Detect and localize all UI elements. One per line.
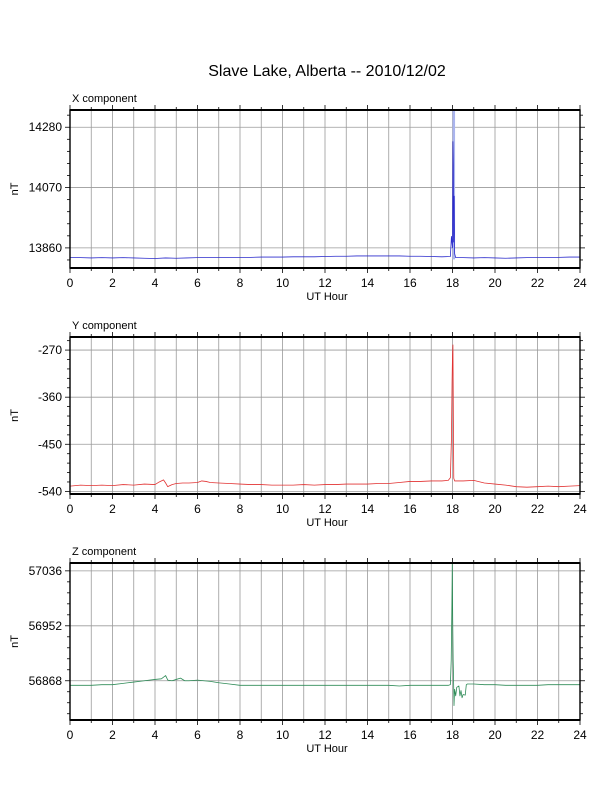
x-tick-label: 16	[403, 728, 417, 742]
x-tick-label: 6	[194, 502, 201, 516]
x-tick-label: 0	[67, 502, 74, 516]
x-tick-label: 4	[152, 276, 159, 290]
y-tick-label: -450	[38, 437, 62, 451]
x-tick-label: 16	[403, 502, 417, 516]
component-label: X component	[72, 93, 137, 105]
y-tick-label: 14280	[29, 120, 63, 134]
data-line-series-1	[70, 562, 580, 707]
x-tick-label: 10	[276, 728, 290, 742]
y-axis-label: nT	[9, 635, 21, 648]
x-axis-label: UT Hour	[306, 291, 348, 303]
x-tick-label: 24	[573, 728, 587, 742]
x-tick-label: 8	[237, 502, 244, 516]
y-axis-label: nT	[9, 182, 21, 195]
x-tick-label: 4	[152, 502, 159, 516]
x-tick-label: 24	[573, 502, 587, 516]
x-tick-label: 24	[573, 276, 587, 290]
x-tick-label: 22	[531, 276, 545, 290]
x-tick-label: 22	[531, 502, 545, 516]
x-axis-label: UT Hour	[306, 743, 348, 755]
y-tick-label: 14070	[29, 181, 63, 195]
y-tick-label: 56952	[29, 619, 63, 633]
x-tick-label: 20	[488, 728, 502, 742]
x-tick-label: 2	[109, 502, 116, 516]
x-tick-label: 22	[531, 728, 545, 742]
x-tick-label: 10	[276, 276, 290, 290]
y-tick-label: 56868	[29, 674, 63, 688]
x-tick-label: 8	[237, 276, 244, 290]
y-axis-label: nT	[9, 409, 21, 422]
data-line-series-1	[69, 344, 581, 488]
y-tick-label: -270	[38, 343, 62, 357]
x-tick-label: 12	[318, 502, 332, 516]
x-tick-label: 18	[446, 276, 460, 290]
x-tick-label: 2	[109, 276, 116, 290]
data-line-series-1	[69, 141, 580, 259]
x-tick-label: 0	[67, 728, 74, 742]
y-tick-label: -360	[38, 390, 62, 404]
x-tick-label: 12	[318, 276, 332, 290]
y-tick-label: 13860	[29, 241, 63, 255]
x-tick-label: 20	[488, 502, 502, 516]
x-tick-label: 8	[237, 728, 244, 742]
x-tick-label: 12	[318, 728, 332, 742]
x-tick-label: 10	[276, 502, 290, 516]
x-tick-label: 2	[109, 728, 116, 742]
x-tick-label: 4	[152, 728, 159, 742]
x-tick-label: 14	[361, 728, 375, 742]
component-label: Y component	[72, 320, 137, 332]
x-tick-label: 6	[194, 728, 201, 742]
x-tick-label: 18	[446, 502, 460, 516]
x-tick-label: 14	[361, 502, 375, 516]
y-tick-label: 57036	[29, 564, 63, 578]
x-axis-label: UT Hour	[306, 517, 348, 529]
x-tick-label: 6	[194, 276, 201, 290]
component-label: Z component	[72, 546, 136, 558]
x-tick-label: 16	[403, 276, 417, 290]
x-tick-label: 0	[67, 276, 74, 290]
page-title: Slave Lake, Alberta -- 2010/12/02	[208, 63, 446, 80]
x-tick-label: 14	[361, 276, 375, 290]
x-tick-label: 20	[488, 276, 502, 290]
y-tick-label: -540	[38, 484, 62, 498]
x-tick-label: 18	[446, 728, 460, 742]
